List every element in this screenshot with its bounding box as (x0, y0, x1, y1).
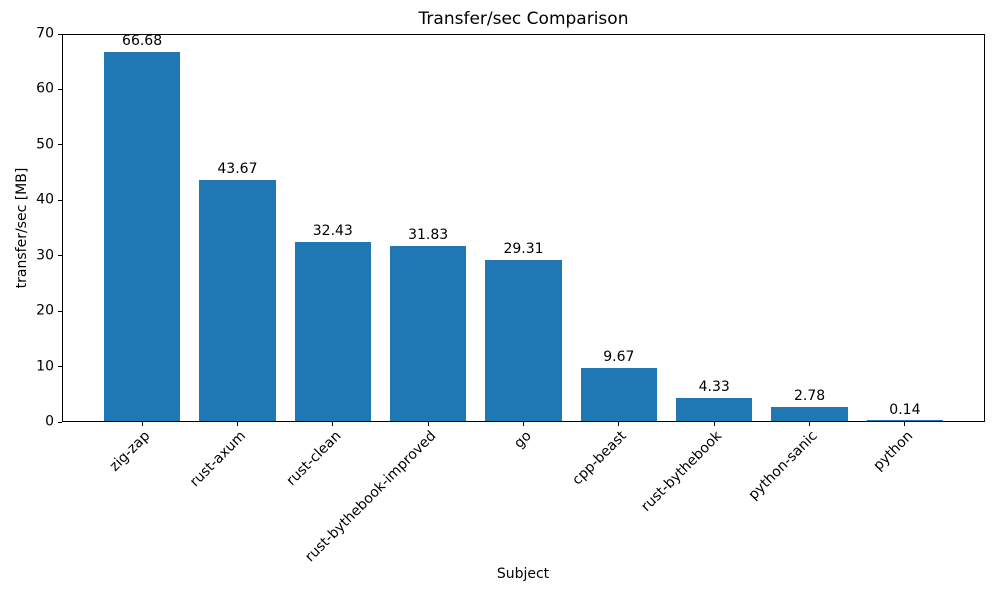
bar-value-label: 31.83 (408, 226, 449, 243)
y-tick-label: 70 (36, 25, 54, 42)
y-tick-mark (58, 421, 62, 423)
y-tick-mark (58, 366, 62, 368)
bar-value-label: 29.31 (503, 240, 544, 257)
y-tick-label: 20 (36, 302, 54, 319)
bar-python-sanic (771, 406, 848, 421)
y-tick-mark (58, 255, 62, 257)
y-tick-mark (58, 199, 62, 201)
x-tick-mark (427, 422, 429, 426)
bar-value-label: 9.67 (603, 349, 635, 366)
x-axis-label: Subject (496, 566, 550, 582)
x-tick-mark (141, 422, 143, 426)
y-tick-mark (58, 88, 62, 90)
x-tick-label: go (511, 428, 535, 452)
bar-value-label: 4.33 (698, 378, 730, 395)
y-tick-mark (58, 310, 62, 312)
x-tick-label: cpp-beast (569, 428, 631, 489)
bar-rust-clean (294, 242, 371, 421)
x-tick-label: rust-clean (283, 428, 345, 489)
y-tick-mark (58, 144, 62, 146)
bar-value-label: 66.68 (122, 33, 163, 50)
x-tick-label: python-sanic (745, 428, 821, 504)
x-tick-mark (809, 422, 811, 426)
bar-python (866, 420, 944, 421)
y-tick-mark (58, 33, 62, 35)
y-tick-label: 30 (36, 247, 54, 264)
x-tick-mark (236, 422, 238, 426)
bar-rust-bythebook-improved (390, 245, 467, 421)
x-tick-label: rust-bythebook (638, 428, 726, 515)
y-tick-label: 40 (36, 191, 54, 208)
bar-zig-zap (103, 52, 181, 421)
bar-rust-axum (199, 179, 276, 421)
y-tick-label: 50 (36, 136, 54, 153)
bar-value-label: 43.67 (217, 160, 258, 177)
y-tick-label: 10 (36, 358, 54, 375)
x-tick-mark (332, 422, 334, 426)
bar-value-label: 32.43 (312, 223, 353, 240)
bar-go (485, 259, 562, 421)
bar-rust-bythebook (676, 397, 753, 421)
x-tick-label: zig-zap (106, 428, 154, 475)
bar-value-label: 2.78 (793, 387, 826, 404)
bar-value-label: 0.14 (889, 402, 921, 419)
x-tick-label: python (870, 428, 917, 474)
y-tick-label: 60 (36, 80, 54, 97)
x-tick-label: rust-axum (186, 428, 249, 491)
y-axis-label: transfer/sec [MB] (14, 167, 30, 289)
x-tick-mark (904, 422, 906, 426)
x-tick-mark (523, 422, 524, 426)
x-tick-mark (618, 422, 620, 426)
y-tick-label: 0 (45, 413, 54, 430)
chart-title: Transfer/sec Comparison (418, 9, 629, 29)
bar-cpp-beast (580, 368, 657, 421)
x-tick-mark (713, 422, 715, 426)
